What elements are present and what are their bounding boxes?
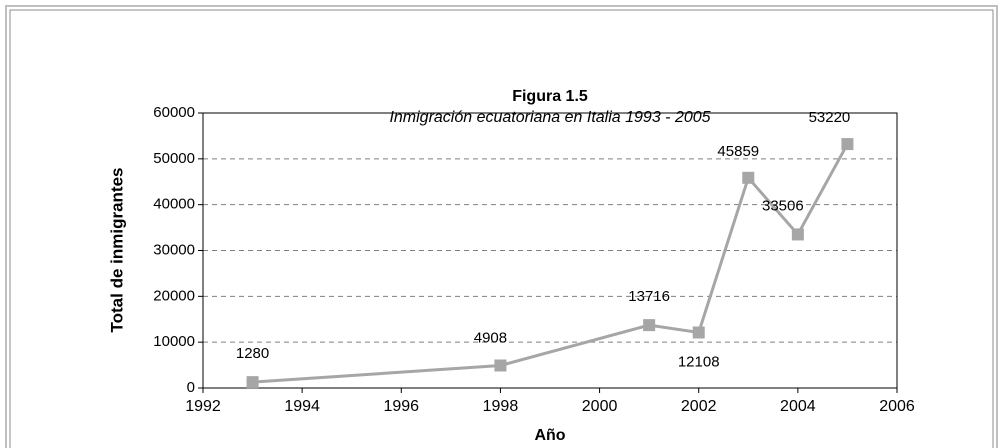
y-tick-label: 40000 (153, 196, 195, 213)
data-label: 45859 (717, 143, 759, 160)
x-tick-label: 1994 (284, 398, 320, 415)
inner-frame (9, 9, 994, 448)
plot-border (202, 112, 898, 389)
x-tick-label: 2006 (879, 398, 915, 415)
marker (791, 228, 804, 241)
marker (494, 359, 507, 372)
y-tick-label: 20000 (153, 287, 195, 304)
x-axis-label: Año (534, 427, 565, 444)
x-tick-label: 1998 (483, 398, 519, 415)
y-tick-label: 10000 (153, 333, 195, 350)
data-label: 13716 (628, 288, 670, 305)
marker (742, 171, 755, 184)
chart-subtitle: Inmigración ecuatoriana en Italia 1993 -… (389, 109, 710, 126)
marker (841, 138, 854, 151)
y-tick-label: 50000 (153, 150, 195, 167)
data-label: 33506 (762, 197, 804, 214)
x-tick-label: 2000 (582, 398, 618, 415)
data-label: 1280 (236, 345, 269, 362)
marker (643, 319, 656, 332)
y-tick-label: 60000 (153, 104, 195, 121)
x-tick-label: 2004 (780, 398, 816, 415)
data-label: 12108 (678, 353, 720, 370)
data-label: 4908 (474, 329, 507, 346)
chart-title: Figura 1.5 (512, 88, 588, 105)
x-tick-label: 1992 (185, 398, 221, 415)
x-tick-label: 1996 (383, 398, 419, 415)
y-tick-label: 0 (187, 379, 195, 396)
series-line (252, 143, 849, 384)
y-axis-label: Total de inmigrantes (107, 168, 126, 333)
y-tick-label: 30000 (153, 241, 195, 258)
x-tick-label: 2002 (681, 398, 717, 415)
data-label: 53220 (809, 109, 851, 126)
marker (692, 326, 705, 339)
outer-frame (5, 5, 998, 448)
marker (246, 376, 259, 389)
